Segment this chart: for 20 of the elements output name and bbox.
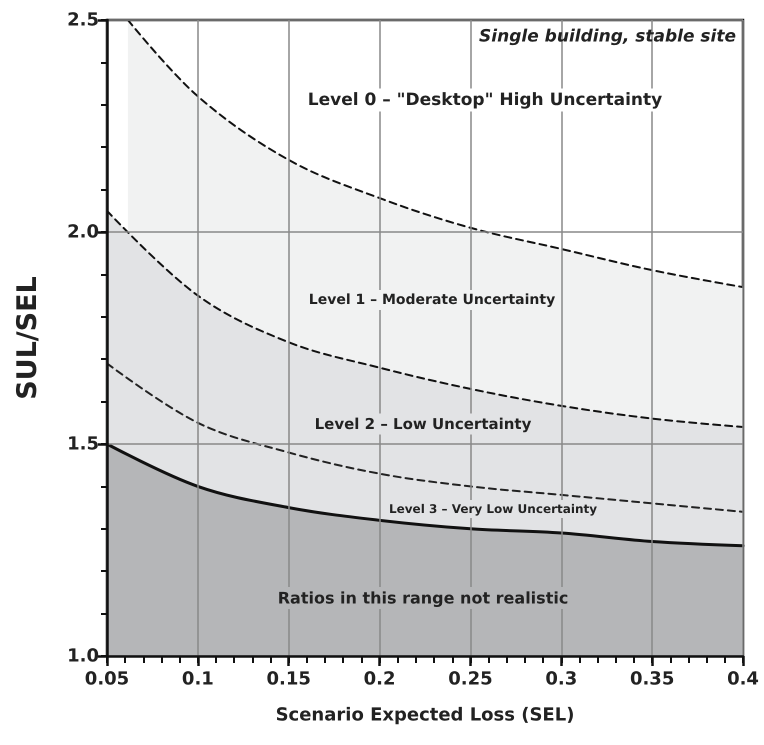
x-tick-label: 0.15 (266, 668, 311, 690)
x-axis-title: Scenario Expected Loss (SEL) (276, 704, 574, 726)
annotation: Level 1 – Moderate Uncertainty (308, 292, 556, 308)
y-tick-label: 2.0 (67, 222, 99, 242)
annotation: Single building, stable site (479, 26, 736, 46)
x-tick-label: 0.3 (545, 668, 578, 690)
x-tick-label: 0.4 (727, 668, 759, 690)
annotation: Level 2 – Low Uncertainty (314, 415, 532, 433)
y-axis-title: SUL/SEL (12, 276, 43, 400)
x-tick-label: 0.2 (364, 668, 396, 690)
y-tick-label: 2.5 (67, 10, 99, 30)
x-tick-label: 0.1 (182, 668, 214, 690)
x-tick-label: 0.25 (448, 668, 493, 690)
annotation: Level 0 – "Desktop" High Uncertainty (308, 90, 662, 110)
x-tick-label: 0.35 (630, 668, 674, 690)
annotation: Level 3 – Very Low Uncertainty (388, 502, 598, 516)
annotation: Ratios in this range not realistic (278, 588, 568, 608)
x-tick-label: 0.05 (84, 668, 130, 690)
y-tick-label: 1.0 (67, 646, 99, 666)
y-tick-label: 1.5 (67, 434, 99, 454)
